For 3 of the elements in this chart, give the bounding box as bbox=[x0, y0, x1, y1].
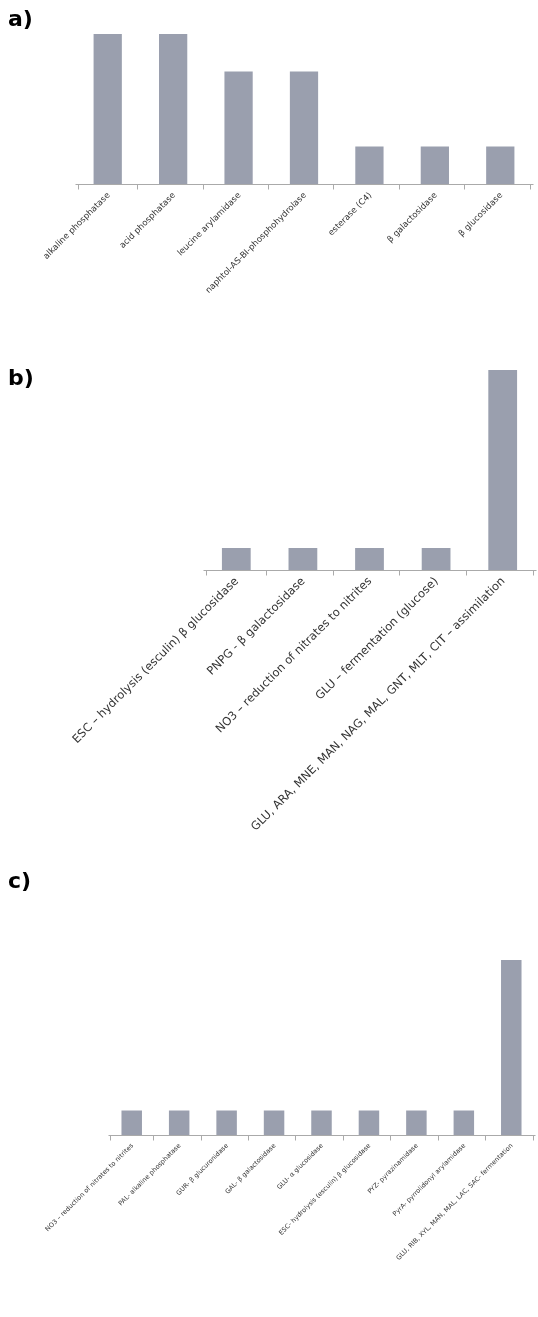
chart-title: a) bbox=[8, 6, 33, 31]
chart-title: c) bbox=[8, 868, 32, 893]
text: b) bbox=[8, 365, 34, 390]
